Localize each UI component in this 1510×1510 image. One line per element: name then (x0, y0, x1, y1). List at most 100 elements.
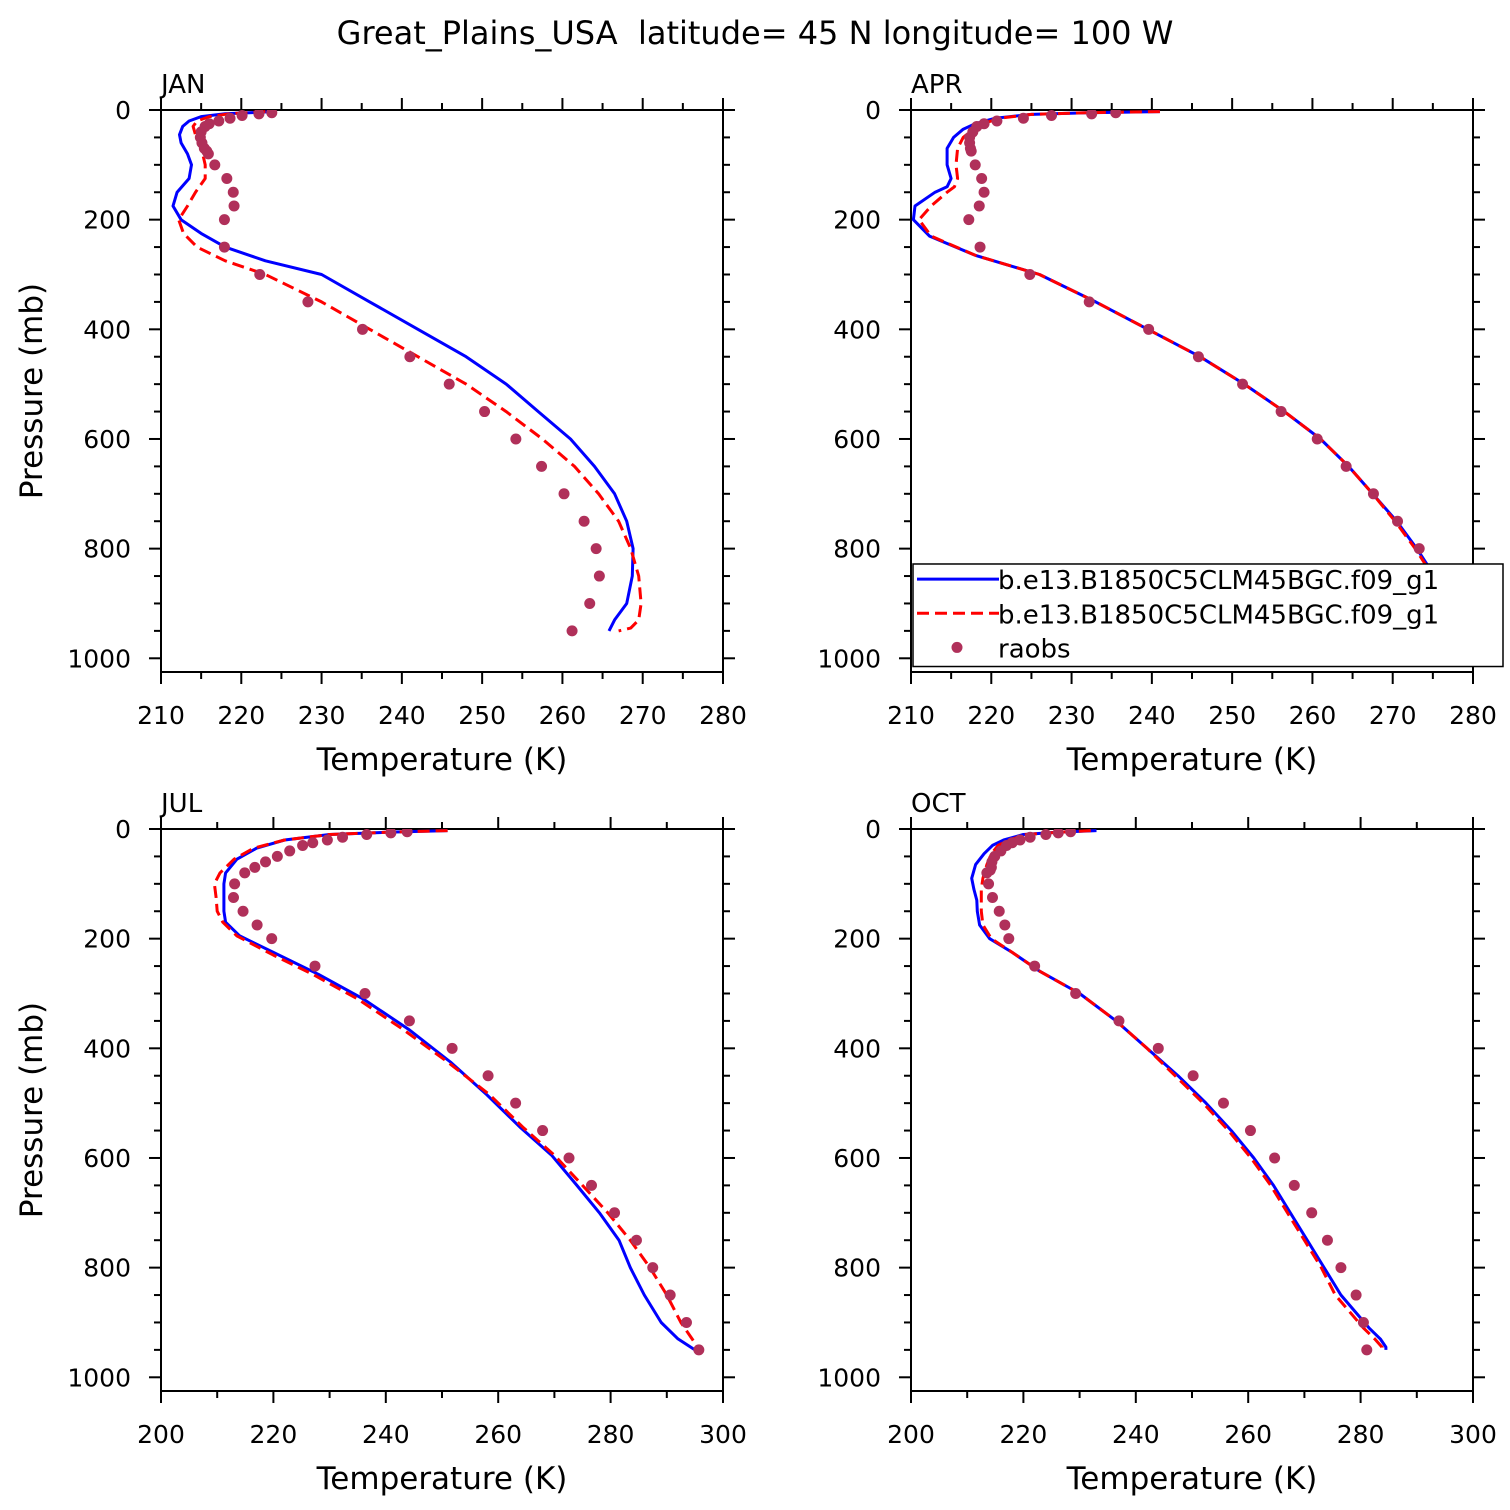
raobs-point (965, 145, 977, 157)
panel-title: JAN (159, 70, 205, 100)
raobs-point (1040, 829, 1052, 840)
raobs-point (585, 1179, 597, 1191)
raobs-point (969, 159, 981, 171)
chart-panel-jan: JAN 210 220 230 240 250 260 270 280 0 200 400 600 800… (14, 70, 747, 778)
raobs-point (337, 831, 349, 843)
raobs-point (647, 1262, 659, 1274)
chart-panel-jul: JUL 200 220 240 260 280 300 0 200 400 600 800 1000 Te… (14, 789, 747, 1497)
raobs-point (1086, 110, 1098, 120)
y-tick-label: 0 (115, 96, 131, 125)
x-tick-label: 210 (137, 701, 185, 730)
y-tick-label: 600 (83, 425, 131, 454)
x-tick-label: 270 (619, 701, 667, 730)
raobs-point (991, 115, 1003, 127)
raobs-point (993, 905, 1005, 917)
y-tick-label: 0 (115, 815, 131, 844)
raobs-point (1110, 110, 1122, 119)
raobs-point (1052, 829, 1064, 839)
y-tick-label: 0 (865, 815, 881, 844)
raobs-point (1029, 960, 1041, 972)
raobs-point (590, 543, 602, 555)
x-tick-label: 250 (458, 701, 506, 730)
figure-title: Great_Plains_USA latitude= 45 N longitud… (337, 14, 1174, 52)
x-tick-label: 280 (699, 701, 747, 730)
raobs-point (983, 878, 995, 890)
x-tick-label: 280 (587, 1420, 635, 1449)
raobs-point (249, 861, 261, 873)
y-tick-label: 600 (83, 1144, 131, 1173)
x-tick-label: 280 (1337, 1420, 1385, 1449)
x-tick-label: 260 (1224, 1420, 1272, 1449)
raobs-point (1017, 112, 1029, 124)
raobs-point (237, 905, 249, 917)
raobs-point (558, 488, 570, 500)
y-tick-label: 400 (83, 1034, 131, 1063)
series-line-solid (222, 829, 696, 1352)
panel-title: JUL (159, 789, 203, 819)
y-tick-label: 1000 (67, 644, 131, 673)
raobs-point (443, 378, 455, 390)
raobs-point (404, 351, 416, 363)
raobs-point (1288, 1179, 1300, 1191)
x-tick-label: 200 (137, 1420, 185, 1449)
raobs-point (227, 892, 239, 904)
raobs-point (986, 892, 998, 904)
raobs-point (224, 112, 236, 124)
raobs-point (479, 406, 491, 418)
y-tick-label: 800 (833, 1254, 881, 1283)
raobs-point (284, 845, 296, 857)
x-axis-label: Temperature (K) (1066, 742, 1318, 778)
x-tick-label: 230 (298, 701, 346, 730)
series-line-solid (911, 110, 1471, 632)
chart-panel-oct: OCT 200 220 240 260 280 300 0 200 400 600 800 1000 Te… (817, 789, 1496, 1497)
x-tick-label: 260 (474, 1420, 522, 1449)
raobs-point (218, 241, 230, 253)
raobs-point (1024, 268, 1036, 280)
chart-panel-apr: APR 210 220 230 240 250 260 270 280 0 200 400 600 800… (817, 70, 1504, 778)
x-tick-label: 220 (1000, 1420, 1048, 1449)
raobs-point (1392, 515, 1404, 527)
x-tick-label: 270 (1369, 701, 1417, 730)
raobs-point (978, 186, 990, 198)
raobs-point (1237, 378, 1249, 390)
raobs-point (266, 110, 278, 119)
raobs-point (1357, 1316, 1369, 1328)
raobs-point (593, 570, 605, 582)
raobs-point (584, 597, 596, 609)
raobs-point (563, 1152, 575, 1164)
raobs-point (1143, 323, 1155, 335)
raobs-point (1217, 1097, 1229, 1109)
raobs-point (482, 1070, 494, 1082)
x-tick-label: 220 (250, 1420, 298, 1449)
y-tick-label: 200 (833, 206, 881, 235)
raobs-point (981, 867, 993, 879)
raobs-point (664, 1289, 676, 1301)
raobs-point (1003, 933, 1015, 945)
raobs-point (1244, 1125, 1256, 1137)
raobs-point (361, 829, 373, 840)
legend-label: b.e13.B1850C5CLM45BGC.f09_g1 (998, 600, 1439, 630)
series-line-dashed (177, 110, 643, 633)
x-tick-label: 240 (362, 1420, 410, 1449)
raobs-point (1275, 406, 1287, 418)
x-tick-label: 210 (887, 701, 935, 730)
raobs-point (359, 987, 371, 999)
raobs-point (403, 1015, 415, 1027)
raobs-point (1367, 488, 1379, 500)
raobs-point (680, 1316, 692, 1328)
x-tick-label: 240 (378, 701, 426, 730)
raobs-point (271, 850, 283, 862)
raobs-point (357, 323, 369, 335)
raobs-point (1340, 460, 1352, 472)
y-tick-label: 400 (833, 315, 881, 344)
raobs-point (239, 867, 251, 879)
series-line-dashed (917, 110, 1471, 632)
series-line-dashed (979, 829, 1384, 1351)
raobs-point (1321, 1234, 1333, 1246)
raobs-point (1361, 1344, 1373, 1356)
y-tick-label: 800 (833, 535, 881, 564)
raobs-point (1413, 543, 1425, 555)
legend-label: b.e13.B1850C5CLM45BGC.f09_g1 (998, 566, 1439, 596)
raobs-point (297, 839, 309, 851)
